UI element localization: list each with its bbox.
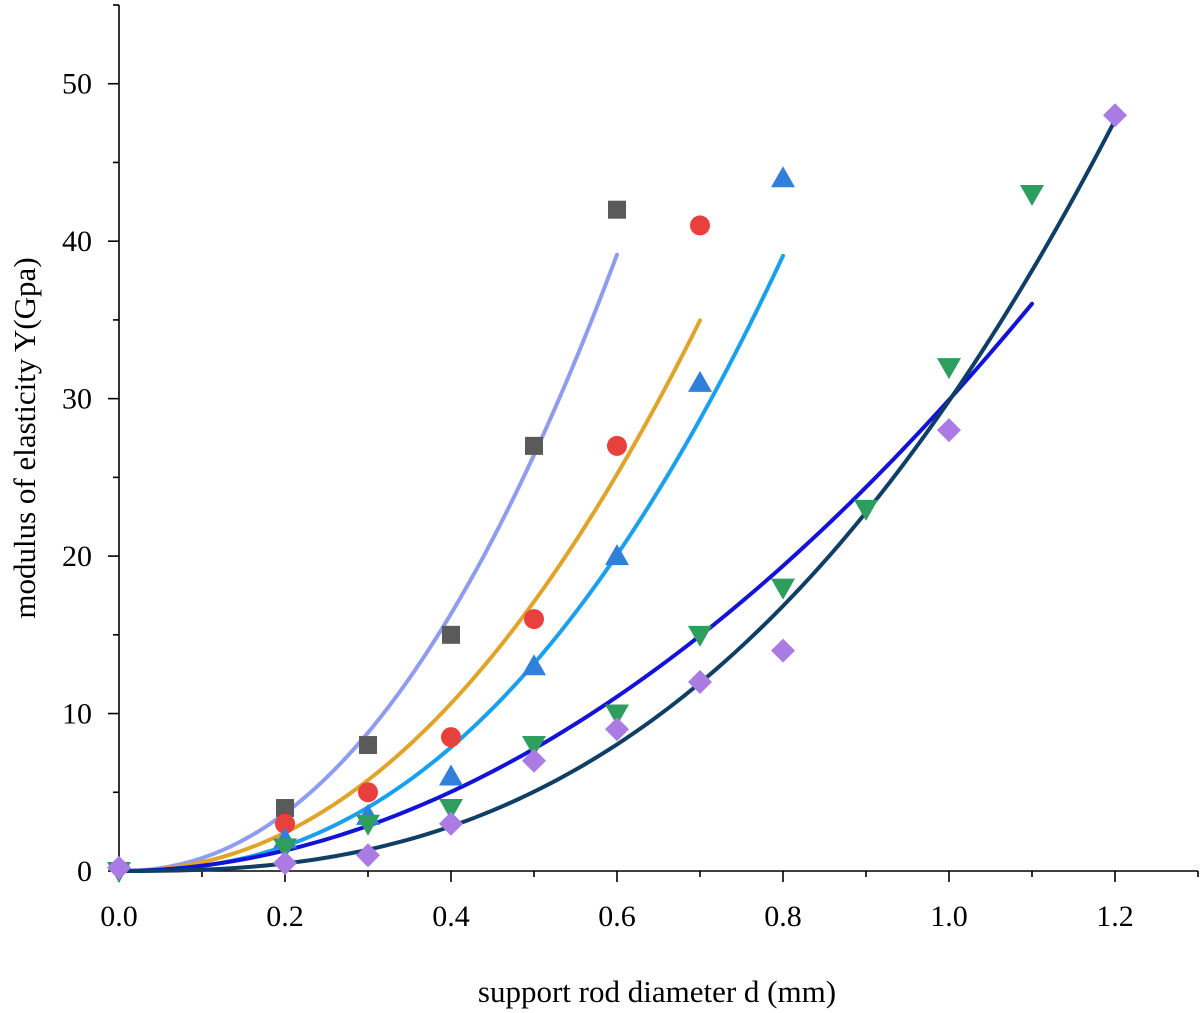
y-tick-label: 0 (77, 855, 92, 888)
data-point-s4 (688, 625, 712, 647)
data-point-s1 (525, 436, 543, 455)
y-axis-title: modulus of elasticity Y(Gpa) (7, 257, 42, 618)
data-point-s5 (356, 843, 380, 868)
data-point-s2 (690, 215, 710, 236)
data-point-s4 (439, 799, 463, 821)
data-point-s1 (276, 799, 294, 818)
data-point-s2 (524, 609, 544, 630)
data-point-s3 (439, 764, 463, 786)
fit-curve-2 (117, 318, 702, 873)
axis-ticks (108, 4, 1199, 882)
data-point-s3 (771, 166, 795, 188)
data-markers (107, 103, 1127, 883)
data-point-s3 (522, 654, 546, 676)
data-point-s4 (854, 499, 878, 521)
data-point-s1 (359, 736, 377, 755)
data-point-s5 (605, 717, 629, 742)
data-point-s3 (688, 370, 712, 392)
data-point-s1 (608, 200, 626, 219)
plot-frame (118, 5, 1198, 872)
data-point-s2 (275, 813, 295, 834)
fit-curve-1 (117, 252, 619, 873)
data-point-s5 (273, 851, 297, 876)
y-tick-label: 20 (62, 540, 92, 573)
x-tick-label: 0.0 (100, 900, 138, 933)
data-point-s5 (439, 811, 463, 836)
data-point-s2 (607, 435, 627, 456)
y-tick-label: 40 (62, 225, 92, 258)
data-point-s4 (937, 358, 961, 380)
data-point-s5 (522, 748, 546, 773)
x-axis-title: support rod diameter d (mm) (478, 974, 836, 1009)
data-point-s5 (771, 638, 795, 663)
axis-labels: 0.0 0.2 0.4 0.6 0.8 1.0 1.2 0 10 20 30 40 50 (62, 68, 1134, 933)
y-tick-label: 50 (62, 68, 92, 101)
fit-curve-4 (117, 301, 1034, 873)
data-point-s4 (605, 704, 629, 726)
data-point-s5 (937, 418, 961, 443)
data-point-s1 (442, 625, 460, 644)
x-tick-label: 1.0 (930, 900, 968, 933)
data-point-s5 (688, 670, 712, 695)
x-tick-label: 1.2 (1096, 900, 1134, 933)
fit-curve-5 (117, 118, 1117, 873)
data-point-s4 (356, 814, 380, 836)
fit-curves (117, 118, 1117, 873)
y-tick-label: 30 (62, 383, 92, 416)
data-point-s4 (771, 578, 795, 600)
x-tick-label: 0.2 (266, 900, 304, 933)
data-point-s4 (522, 736, 546, 758)
data-point-s2 (441, 727, 461, 748)
data-point-s5 (1103, 103, 1127, 128)
x-tick-label: 0.4 (432, 900, 470, 933)
x-tick-label: 0.8 (764, 900, 802, 933)
data-point-s4 (1020, 184, 1044, 206)
data-point-s4 (273, 838, 297, 860)
data-point-s3 (605, 544, 629, 566)
data-point-s5 (107, 855, 131, 880)
data-point-s2 (358, 782, 378, 803)
x-tick-label: 0.6 (598, 900, 636, 933)
y-tick-label: 10 (62, 698, 92, 731)
